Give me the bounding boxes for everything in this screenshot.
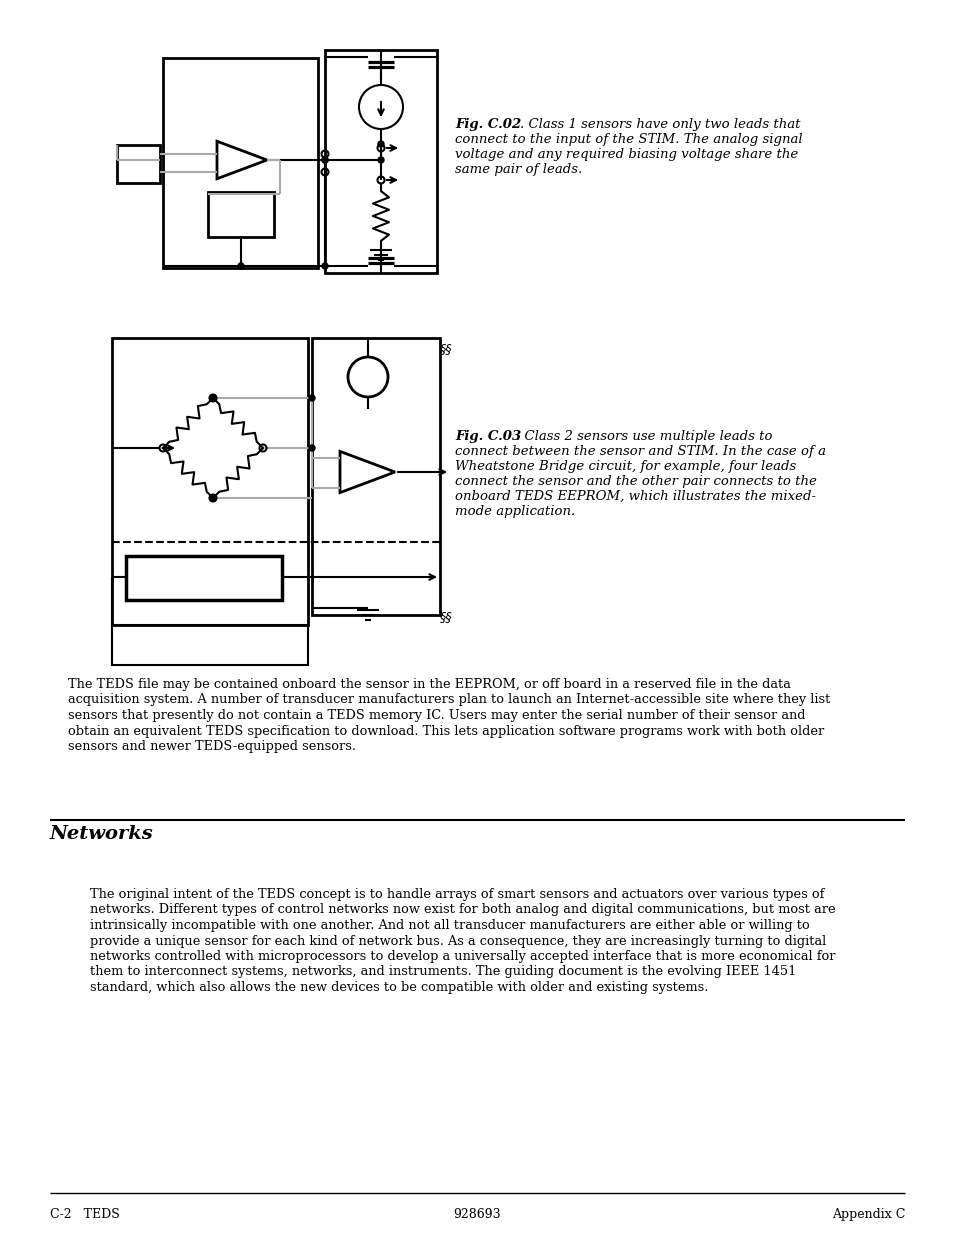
Text: connect to the input of the STIM. The analog signal: connect to the input of the STIM. The an… — [455, 133, 801, 146]
Text: obtain an equivalent TEDS specification to download. This lets application softw: obtain an equivalent TEDS specification … — [68, 725, 823, 737]
Circle shape — [377, 141, 384, 147]
Circle shape — [377, 157, 384, 163]
Text: Appendix C: Appendix C — [831, 1208, 904, 1221]
Text: standard, which also allows the new devices to be compatible with older and exis: standard, which also allows the new devi… — [90, 981, 708, 994]
Text: §§: §§ — [439, 342, 452, 354]
Text: sensors that presently do not contain a TEDS memory IC. Users may enter the seri: sensors that presently do not contain a … — [68, 709, 804, 722]
Text: . Class 2 sensors use multiple leads to: . Class 2 sensors use multiple leads to — [516, 430, 772, 443]
Text: Networks: Networks — [50, 825, 153, 844]
Text: intrinsically incompatible with one another. And not all transducer manufacturer: intrinsically incompatible with one anot… — [90, 919, 809, 932]
Text: them to interconnect systems, networks, and instruments. The guiding document is: them to interconnect systems, networks, … — [90, 966, 796, 978]
Text: §§: §§ — [439, 610, 452, 622]
Text: The original intent of the TEDS concept is to handle arrays of smart sensors and: The original intent of the TEDS concept … — [90, 888, 823, 902]
Circle shape — [237, 263, 244, 269]
Circle shape — [322, 157, 328, 163]
Text: networks. Different types of control networks now exist for both analog and digi: networks. Different types of control net… — [90, 904, 835, 916]
Text: Fig. C.02: Fig. C.02 — [455, 119, 520, 131]
Circle shape — [210, 495, 215, 501]
Text: sensors and newer TEDS-equipped sensors.: sensors and newer TEDS-equipped sensors. — [68, 740, 355, 753]
Text: Fig. C.03: Fig. C.03 — [455, 430, 520, 443]
Text: same pair of leads.: same pair of leads. — [455, 163, 581, 177]
Text: 928693: 928693 — [453, 1208, 500, 1221]
Text: Wheatstone Bridge circuit, for example, four leads: Wheatstone Bridge circuit, for example, … — [455, 459, 796, 473]
Text: networks controlled with microprocessors to develop a universally accepted inter: networks controlled with microprocessors… — [90, 950, 835, 963]
Circle shape — [322, 157, 328, 163]
Text: . Class 1 sensors have only two leads that: . Class 1 sensors have only two leads th… — [519, 119, 800, 131]
Text: mode application.: mode application. — [455, 505, 575, 517]
Circle shape — [210, 395, 215, 401]
Circle shape — [309, 395, 314, 401]
Text: The TEDS file may be contained onboard the sensor in the EEPROM, or off board in: The TEDS file may be contained onboard t… — [68, 678, 790, 692]
Text: provide a unique sensor for each kind of network bus. As a consequence, they are: provide a unique sensor for each kind of… — [90, 935, 825, 947]
Text: acquisition system. A number of transducer manufacturers plan to launch an Inter: acquisition system. A number of transduc… — [68, 694, 829, 706]
Text: voltage and any required biasing voltage share the: voltage and any required biasing voltage… — [455, 148, 798, 161]
Text: connect the sensor and the other pair connects to the: connect the sensor and the other pair co… — [455, 475, 816, 488]
Circle shape — [309, 445, 314, 451]
Text: C-2   TEDS: C-2 TEDS — [50, 1208, 120, 1221]
Text: connect between the sensor and STIM. In the case of a: connect between the sensor and STIM. In … — [455, 445, 825, 458]
Circle shape — [322, 263, 328, 269]
Text: onboard TEDS EEPROM, which illustrates the mixed-: onboard TEDS EEPROM, which illustrates t… — [455, 490, 815, 503]
